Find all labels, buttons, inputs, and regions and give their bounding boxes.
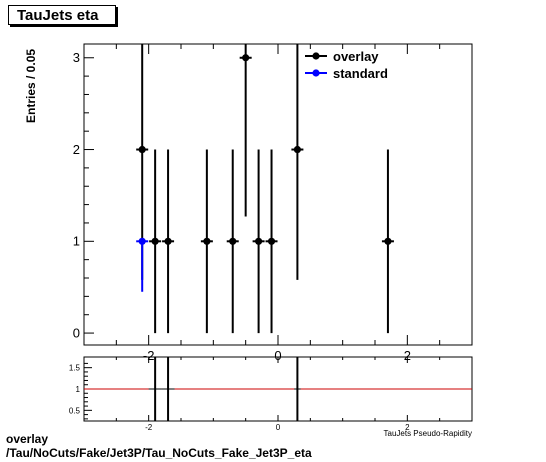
legend-label-overlay: overlay <box>333 49 379 64</box>
overlay-data-point <box>384 237 392 245</box>
legend-label-standard: standard <box>333 66 388 81</box>
ratio-x-tick-label: 2 <box>405 423 410 432</box>
ratio-x-tick-label: 0 <box>276 423 281 432</box>
footer-line-1: overlay <box>6 432 49 446</box>
footer-caption: overlay /Tau/NoCuts/Fake/Jet3P/Tau_NoCut… <box>6 432 312 460</box>
overlay-data-point <box>203 237 211 245</box>
ratio-y-tick-label: 1 <box>76 385 81 394</box>
y-axis-label: Entries / 0.05 <box>24 48 38 123</box>
overlay-data-point <box>242 54 250 62</box>
main-y-tick-label: 3 <box>73 50 80 65</box>
main-y-tick-label: 1 <box>73 234 80 249</box>
plot-title: TauJets eta <box>8 5 116 25</box>
legend-marker-standard <box>312 69 320 77</box>
main-y-tick-label: 0 <box>73 325 80 340</box>
legend-marker-overlay <box>312 52 320 60</box>
ratio-y-tick-label: 0.5 <box>69 406 81 415</box>
overlay-data-point <box>229 237 237 245</box>
overlay-data-point <box>267 237 276 245</box>
main-x-tick-label: -2 <box>143 348 155 363</box>
main-y-tick-label: 2 <box>73 142 80 157</box>
overlay-data-point <box>164 237 172 245</box>
overlay-data-point <box>293 145 301 154</box>
main-x-tick-label: 2 <box>404 348 411 363</box>
overlay-data-point <box>151 237 159 245</box>
footer-line-2: /Tau/NoCuts/Fake/Jet3P/Tau_NoCuts_Fake_J… <box>6 446 312 460</box>
standard-data-point <box>138 237 146 245</box>
main-x-tick-label: 0 <box>274 348 281 363</box>
ratio-x-tick-label: -2 <box>145 423 153 432</box>
overlay-data-point <box>138 145 146 154</box>
ratio-y-tick-label: 1.5 <box>69 364 81 373</box>
overlay-data-point <box>255 237 263 245</box>
x-axis-label: TauJets Pseudo-Rapidity <box>384 429 473 438</box>
